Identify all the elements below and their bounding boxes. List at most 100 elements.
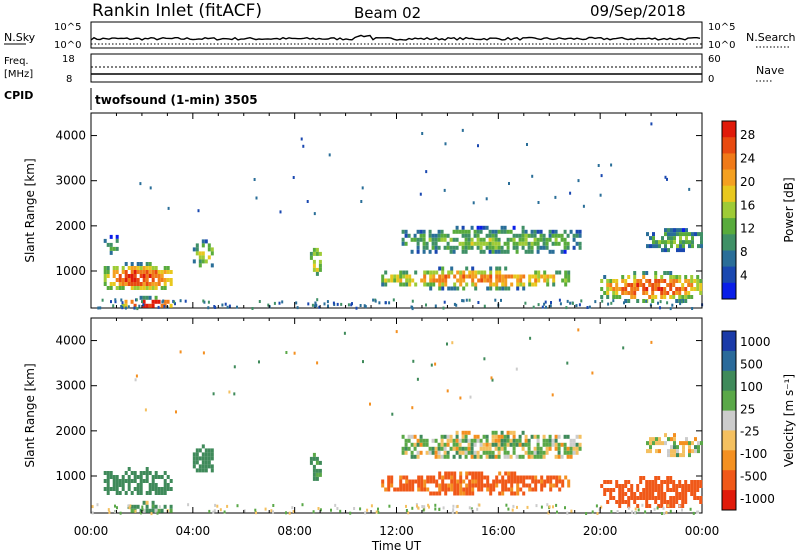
velocity-cell — [694, 445, 697, 450]
velocity-cell — [390, 479, 394, 484]
velocity-cell — [528, 475, 532, 480]
velocity-cell — [699, 484, 703, 488]
power-cell — [661, 248, 664, 253]
power-dot — [566, 299, 569, 303]
power-cell — [627, 291, 631, 295]
velocity-cell — [204, 456, 208, 461]
power-cell — [473, 229, 477, 234]
power-dot — [544, 300, 547, 304]
power-cell — [422, 229, 426, 234]
velocity-cell — [569, 438, 573, 443]
power-cell — [309, 251, 313, 256]
power-dot — [355, 306, 358, 310]
power-dot — [541, 305, 544, 309]
power-cell — [136, 282, 140, 286]
power-cell — [459, 274, 463, 279]
velocity-cell — [651, 484, 655, 488]
velocity-cell — [207, 460, 211, 465]
power-cell — [428, 229, 432, 234]
power-cell — [318, 259, 322, 264]
velocity-cell — [458, 442, 462, 447]
velocity-cell — [483, 483, 487, 488]
power-cell — [470, 245, 474, 250]
velocity-cell — [654, 488, 658, 492]
velocity-ytick-label: 3000 — [55, 379, 86, 393]
velocity-cell — [627, 496, 631, 500]
power-dot — [659, 300, 662, 304]
velocity-cell — [417, 483, 421, 488]
power-dot — [508, 182, 510, 185]
power-cell — [512, 233, 516, 238]
nave-tick-bottom: 0 — [708, 74, 714, 85]
power-cell — [464, 241, 468, 246]
velocity-colorbar-segment — [722, 390, 736, 412]
power-dot — [580, 299, 583, 303]
velocity-cell — [696, 480, 700, 484]
date-label: 09/Sep/2018 — [590, 2, 686, 20]
velocity-cell — [546, 475, 550, 480]
power-cell — [700, 244, 703, 249]
velocity-dot — [556, 510, 558, 514]
power-cell — [609, 283, 613, 287]
velocity-cell — [648, 484, 652, 488]
velocity-cell — [663, 480, 667, 484]
velocity-cell — [404, 438, 408, 443]
power-cell — [678, 291, 682, 295]
power-cell — [109, 250, 113, 255]
power-dot — [453, 302, 456, 306]
power-cell — [109, 246, 113, 251]
power-cell — [684, 299, 688, 303]
velocity-cell — [169, 487, 173, 491]
power-cell — [672, 279, 676, 283]
velocity-cell — [654, 496, 658, 500]
velocity-cell — [548, 442, 552, 447]
power-cell — [201, 251, 205, 256]
velocity-cell — [473, 438, 477, 443]
power-cell — [482, 249, 486, 254]
power-cell — [642, 287, 646, 291]
velocity-cell — [618, 496, 622, 500]
power-cell — [663, 295, 667, 299]
velocity-cell — [555, 479, 559, 484]
power-cell — [681, 283, 685, 287]
velocity-cell — [145, 504, 149, 509]
power-cell — [504, 282, 508, 287]
velocity-cell — [163, 471, 167, 475]
power-cell — [554, 233, 558, 238]
velocity-cell — [510, 479, 514, 484]
velocity-cell — [145, 508, 149, 513]
velocity-cell — [676, 449, 679, 454]
power-cell — [160, 270, 164, 274]
power-cell — [503, 249, 507, 254]
power-dot — [121, 301, 124, 305]
velocity-cell — [485, 454, 489, 459]
power-cell — [109, 286, 113, 290]
power-echo-region — [600, 271, 703, 303]
velocity-cell — [491, 434, 495, 439]
velocity-dot — [412, 359, 415, 363]
velocity-dot — [546, 503, 549, 507]
power-cell — [449, 237, 453, 242]
power-cell — [564, 282, 568, 287]
velocity-cell — [441, 475, 445, 480]
power-cell — [151, 278, 155, 282]
velocity-cell — [163, 504, 167, 509]
power-cell — [103, 238, 107, 243]
power-cell — [678, 275, 682, 279]
power-cell — [447, 274, 451, 279]
power-cell — [500, 245, 504, 250]
velocity-cell — [691, 441, 694, 446]
velocity-cell — [453, 487, 457, 492]
velocity-cell — [663, 496, 667, 500]
power-colorbar-tick: 20 — [740, 175, 755, 189]
velocity-dot — [446, 389, 449, 393]
velocity-cell — [660, 492, 664, 496]
velocity-cell — [645, 496, 649, 500]
velocity-cell — [667, 437, 670, 442]
power-dot — [224, 302, 227, 306]
velocity-cell — [513, 491, 517, 496]
velocity-cell — [458, 446, 462, 451]
velocity-cell — [612, 496, 616, 500]
velocity-dot — [377, 507, 379, 511]
velocity-cell — [438, 471, 442, 476]
